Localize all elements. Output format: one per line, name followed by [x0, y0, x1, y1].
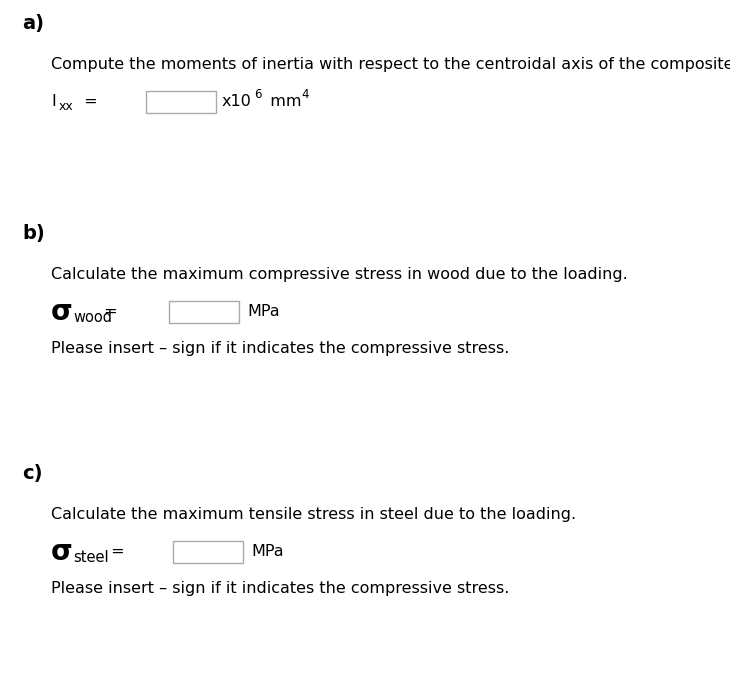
- Text: Calculate the maximum tensile stress in steel due to the loading.: Calculate the maximum tensile stress in …: [51, 506, 576, 522]
- Text: Please insert – sign if it indicates the compressive stress.: Please insert – sign if it indicates the…: [51, 342, 510, 357]
- Text: steel: steel: [73, 549, 109, 565]
- Text: I: I: [51, 94, 56, 109]
- Text: Please insert – sign if it indicates the compressive stress.: Please insert – sign if it indicates the…: [51, 582, 510, 596]
- Text: MPa: MPa: [247, 305, 280, 319]
- Text: x10: x10: [221, 94, 251, 109]
- Text: wood: wood: [73, 309, 112, 324]
- Text: b): b): [22, 224, 45, 243]
- Text: MPa: MPa: [251, 545, 284, 559]
- Bar: [173, 541, 243, 563]
- Text: c): c): [22, 464, 42, 483]
- Text: σ: σ: [51, 538, 73, 566]
- Bar: [146, 91, 216, 113]
- Text: =: =: [79, 94, 98, 109]
- Text: 6: 6: [254, 88, 261, 100]
- Text: =: =: [106, 545, 124, 559]
- Bar: [169, 301, 239, 323]
- Text: a): a): [22, 15, 44, 34]
- Text: mm: mm: [260, 94, 301, 109]
- Text: =: =: [99, 305, 118, 319]
- Text: xx: xx: [59, 100, 74, 113]
- Text: Compute the moments of inertia with respect to the centroidal axis of the compos: Compute the moments of inertia with resp…: [51, 57, 730, 71]
- Text: Calculate the maximum compressive stress in wood due to the loading.: Calculate the maximum compressive stress…: [51, 266, 628, 282]
- Text: σ: σ: [51, 298, 73, 326]
- Text: 4: 4: [301, 88, 309, 100]
